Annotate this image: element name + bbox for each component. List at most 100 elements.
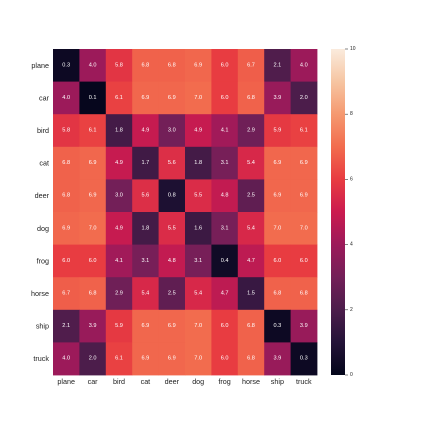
heatmap-cell-dog-car [79,212,107,245]
heatmap-cell-value-car-car: 0.1 [89,95,97,101]
heatmap-cell-frog-cat [132,244,159,278]
heatmap-cell-deer-bird [105,179,133,213]
heatmap-cell-deer-plane [53,179,80,213]
heatmap-cell-deer-cat [132,179,159,213]
heatmap-cell-value-cat-plane: 6.8 [62,160,70,166]
heatmap-cell-value-frog-plane: 6.0 [62,258,70,264]
heatmap-cell-value-ship-cat: 6.9 [142,323,150,329]
heatmap-cell-horse-plane [53,277,80,311]
heatmap-cell-value-horse-ship: 6.8 [274,291,282,297]
heatmap-cell-bird-deer [158,114,186,148]
heatmap-cell-value-cat-bird: 4.9 [115,160,123,166]
heatmap-cell-ship-deer [158,309,186,343]
heatmap-cell-bird-cat [132,114,159,148]
x-tick-label-bird: bird [113,377,125,386]
heatmap-cell-ship-frog [211,309,239,343]
y-tick-label-cat: cat [39,159,49,168]
heatmap-cell-value-horse-bird: 2.9 [115,291,123,297]
y-tick-label-bird: bird [37,126,49,135]
heatmap-cell-value-dog-plane: 6.9 [62,225,70,231]
heatmap-cell-value-bird-plane: 5.8 [62,128,70,134]
heatmap-cell-value-cat-ship: 6.9 [274,160,282,166]
heatmap-cell-value-truck-plane: 4.0 [62,356,70,362]
heatmap-cell-cat-frog [211,146,239,180]
heatmap-cell-value-bird-bird: 1.8 [115,128,123,134]
colorbar-tick-labels: 0 2 4 6 8 10 [345,46,356,378]
heatmap-cell-value-frog-cat: 3.1 [142,258,150,264]
heatmap-cell-value-bird-dog: 4.9 [194,128,202,134]
heatmap-cell-frog-plane [53,244,80,278]
heatmap-cell-ship-bird [105,309,133,343]
heatmap-cell-ship-dog [185,309,212,343]
heatmap-cell-ship-cat [132,309,159,343]
heatmap-cell-value-cat-horse: 5.4 [247,160,255,166]
heatmap-cell-value-horse-plane: 6.7 [62,291,70,297]
heatmap-cell-value-ship-deer: 6.9 [168,323,176,329]
heatmap-cell-value-dog-truck: 7.0 [300,225,308,231]
heatmap-cell-value-deer-horse: 2.5 [247,193,255,199]
x-tick-label-horse: horse [242,377,260,386]
y-tick-label-deer: deer [35,191,50,200]
heatmap-cell-horse-ship [264,277,291,311]
heatmap-cell-ship-plane [53,309,80,343]
heatmap-cell-plane-plane [53,49,80,82]
heatmap-cell-value-dog-cat: 1.8 [142,225,150,231]
heatmap-cell-frog-deer [158,244,186,278]
heatmap-cell-cat-bird [105,146,133,180]
heatmap-cell-plane-frog [211,49,239,82]
x-tick-label-cat: cat [141,377,151,386]
heatmap-cell-bird-truck [290,114,318,148]
heatmap-cell-value-car-truck: 2.0 [300,95,308,101]
heatmap-cell-cat-plane [53,146,80,180]
heatmap-cell-value-deer-frog: 4.8 [221,193,229,199]
heatmap-cell-truck-horse [237,342,265,376]
heatmap-cell-value-plane-ship: 2.1 [274,62,282,68]
heatmap-cell-car-bird [105,81,133,115]
heatmap-cell-value-ship-dog: 7.0 [194,323,202,329]
heatmap-cell-truck-bird [105,342,133,376]
heatmap-cell-value-truck-bird: 6.1 [115,356,123,362]
heatmap-cell-value-ship-bird: 5.9 [115,323,123,329]
heatmap-cell-value-truck-ship: 3.9 [274,356,282,362]
heatmap-cell-bird-frog [211,114,239,148]
heatmap-cell-labels: 0.3 4.0 5.8 6.8 6.8 6.9 6.0 6.7 2.1 4.0 4.0 0.1 6.1 6… [62,62,307,361]
heatmap-cell-value-bird-truck: 6.1 [300,128,308,134]
heatmap-cell-bird-bird [105,114,133,148]
heatmap-cell-value-truck-car: 2.0 [89,356,97,362]
heatmap-cell-value-frog-truck: 6.0 [300,258,308,264]
heatmap-cell-value-bird-frog: 4.1 [221,128,229,134]
heatmap-cell-ship-horse [237,309,265,343]
heatmap-cell-value-truck-cat: 6.9 [142,356,150,362]
heatmap-cell-value-car-frog: 6.0 [221,95,229,101]
x-tick-label-frog: frog [218,377,230,386]
heatmap-cell-deer-deer [158,179,186,213]
heatmap-cell-value-frog-frog: 0.4 [221,258,229,264]
heatmap-cell-value-bird-cat: 4.9 [142,128,150,134]
heatmap-cell-value-ship-truck: 3.9 [300,323,308,329]
heatmap-cell-value-deer-cat: 5.6 [142,193,150,199]
colorbar-tick-label-0: 0 [350,372,353,378]
heatmap-cell-value-ship-car: 3.9 [89,323,97,329]
heatmap-cell-truck-car [79,342,107,376]
heatmap-cell-value-bird-ship: 5.9 [274,128,282,134]
heatmap-cell-value-horse-frog: 4.7 [221,291,229,297]
heatmap-cell-cat-truck [290,146,318,180]
heatmap-cell-cat-car [79,146,107,180]
heatmap-cell-value-car-bird: 6.1 [115,95,123,101]
heatmap-cell-value-deer-dog: 5.5 [194,193,202,199]
heatmap-cell-value-plane-horse: 6.7 [247,62,255,68]
heatmap-cell-value-deer-deer: 0.8 [168,193,176,199]
heatmap-cell-deer-truck [290,179,318,213]
heatmap-cell-ship-truck [290,309,318,343]
heatmap-cell-truck-frog [211,342,239,376]
heatmap-cell-frog-bird [105,244,133,278]
heatmap-cell-truck-cat [132,342,159,376]
heatmap-cell-value-plane-dog: 6.9 [194,62,202,68]
y-tick-label-car: car [39,93,50,102]
heatmap-cell-truck-ship [264,342,291,376]
heatmap-cell-value-horse-car: 6.8 [89,291,97,297]
heatmap-cell-value-horse-truck: 6.8 [300,291,308,297]
heatmap-cell-frog-ship [264,244,291,278]
heatmap-cell-car-truck [290,81,318,115]
